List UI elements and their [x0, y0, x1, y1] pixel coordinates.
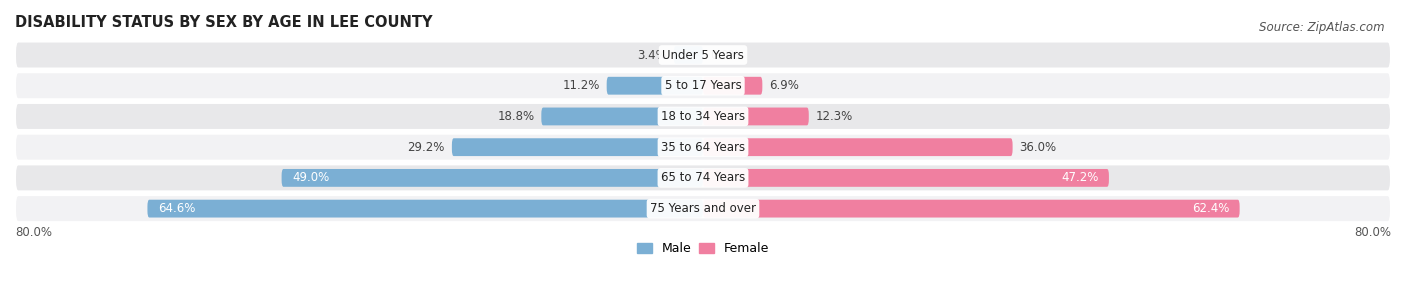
- FancyBboxPatch shape: [15, 41, 1391, 68]
- Text: 18 to 34 Years: 18 to 34 Years: [661, 110, 745, 123]
- Legend: Male, Female: Male, Female: [631, 237, 775, 261]
- Text: 5 to 17 Years: 5 to 17 Years: [665, 79, 741, 92]
- FancyBboxPatch shape: [703, 77, 762, 95]
- Text: Under 5 Years: Under 5 Years: [662, 49, 744, 61]
- FancyBboxPatch shape: [703, 138, 1012, 156]
- FancyBboxPatch shape: [15, 164, 1391, 192]
- FancyBboxPatch shape: [703, 200, 1240, 218]
- FancyBboxPatch shape: [15, 134, 1391, 161]
- Text: 29.2%: 29.2%: [408, 141, 446, 154]
- Text: 49.0%: 49.0%: [292, 171, 329, 185]
- Text: 12.3%: 12.3%: [815, 110, 853, 123]
- FancyBboxPatch shape: [703, 108, 808, 125]
- FancyBboxPatch shape: [281, 169, 703, 187]
- Text: 47.2%: 47.2%: [1062, 171, 1098, 185]
- Text: DISABILITY STATUS BY SEX BY AGE IN LEE COUNTY: DISABILITY STATUS BY SEX BY AGE IN LEE C…: [15, 15, 433, 30]
- FancyBboxPatch shape: [541, 108, 703, 125]
- FancyBboxPatch shape: [673, 46, 703, 64]
- Text: 80.0%: 80.0%: [1354, 226, 1391, 239]
- FancyBboxPatch shape: [15, 103, 1391, 130]
- Text: 62.4%: 62.4%: [1192, 202, 1229, 215]
- Text: 6.9%: 6.9%: [769, 79, 799, 92]
- Text: 11.2%: 11.2%: [562, 79, 600, 92]
- Text: 0.0%: 0.0%: [710, 49, 740, 61]
- Text: 35 to 64 Years: 35 to 64 Years: [661, 141, 745, 154]
- Text: 64.6%: 64.6%: [157, 202, 195, 215]
- Text: 3.4%: 3.4%: [637, 49, 666, 61]
- FancyBboxPatch shape: [15, 195, 1391, 222]
- Text: Source: ZipAtlas.com: Source: ZipAtlas.com: [1260, 21, 1385, 34]
- Text: 18.8%: 18.8%: [498, 110, 534, 123]
- FancyBboxPatch shape: [606, 77, 703, 95]
- FancyBboxPatch shape: [148, 200, 703, 218]
- Text: 65 to 74 Years: 65 to 74 Years: [661, 171, 745, 185]
- FancyBboxPatch shape: [703, 169, 1109, 187]
- FancyBboxPatch shape: [451, 138, 703, 156]
- FancyBboxPatch shape: [15, 72, 1391, 99]
- Text: 75 Years and over: 75 Years and over: [650, 202, 756, 215]
- Text: 36.0%: 36.0%: [1019, 141, 1056, 154]
- Text: 80.0%: 80.0%: [15, 226, 52, 239]
